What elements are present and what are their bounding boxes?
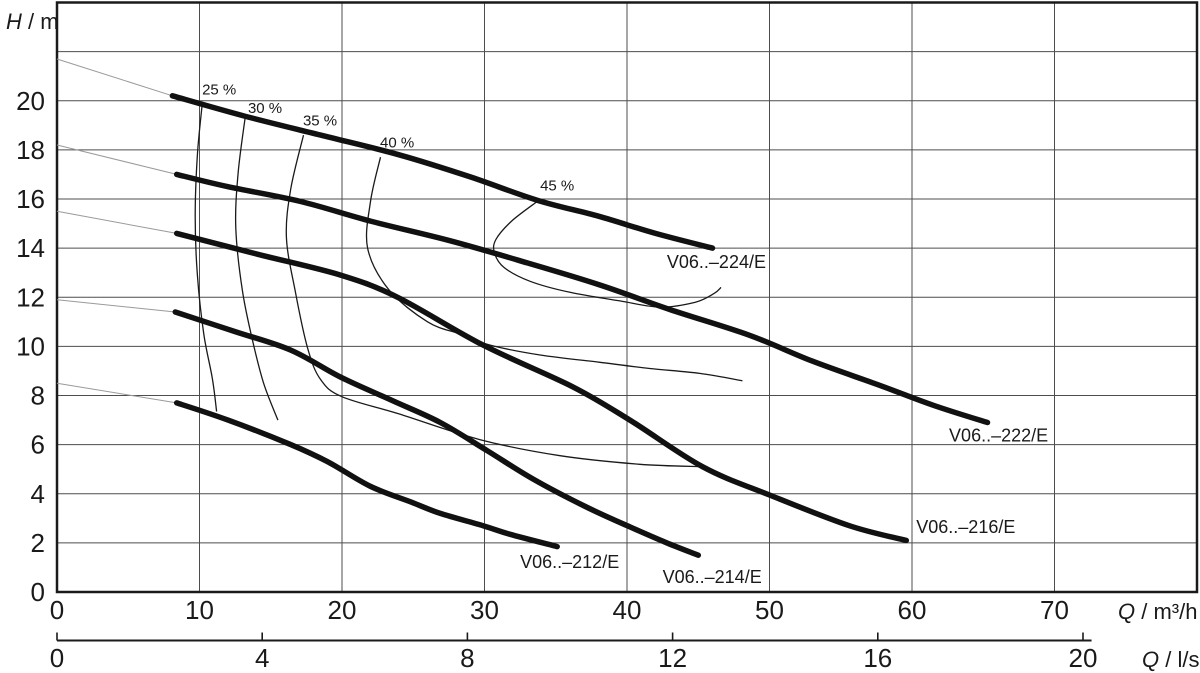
efficiency-label-40: 40 %: [380, 134, 414, 151]
pump-curve-212: [173, 400, 560, 550]
x-axis2-tick-label: 16: [863, 643, 892, 673]
pump-curve-label-222: V06..–222/E: [949, 426, 1048, 446]
y-axis-tick-label: 18: [16, 135, 45, 165]
y-axis-tick-label: 16: [16, 184, 45, 214]
pump-curve-extension-216: [56, 210, 177, 234]
y-axis-tick-label: 0: [31, 577, 45, 607]
pump-curve-216: [173, 230, 910, 544]
x-axis2-title: Q / l/s: [1142, 647, 1199, 672]
efficiency-label-30: 30 %: [248, 100, 282, 117]
efficiency-label-35: 35 %: [303, 112, 337, 129]
y-axis-tick-label: 4: [31, 479, 45, 509]
x-axis2-tick-label: 20: [1069, 643, 1098, 673]
x-axis-tick-label: 30: [470, 595, 499, 625]
x-axis-tick-label: 50: [755, 595, 784, 625]
pump-curve-label-216: V06..–216/E: [916, 517, 1015, 537]
x-axis2-tick-label: 12: [658, 643, 687, 673]
x-axis-tick-label: 40: [613, 595, 642, 625]
efficiency-contour-25: [194, 103, 218, 412]
efficiency-label-45: 45 %: [540, 177, 574, 194]
pump-curve-224: [169, 93, 716, 251]
secondary-x-axis: 0 4 8 12 16 20: [50, 632, 1098, 673]
plot-border: [55, 1, 1199, 594]
y-axis-tick-label: 14: [16, 233, 45, 263]
pump-curve-extension-212: [56, 382, 177, 404]
y-axis-tick-label: 8: [31, 381, 45, 411]
pump-curve-222: [173, 171, 991, 426]
efficiency-contours: [194, 103, 743, 468]
y-axis-tick-label: 2: [31, 528, 45, 558]
x-axis-title: Q / m³/h: [1118, 599, 1197, 624]
x-axis-tick-label: 70: [1040, 595, 1069, 625]
pump-curve-extension-222: [56, 144, 177, 175]
pump-curve-label-224: V06..–224/E: [667, 252, 766, 272]
pump-curves: [56, 58, 991, 558]
efficiency-label-25: 25 %: [202, 82, 236, 99]
x-axis-tick-label: 20: [328, 595, 357, 625]
efficiency-contour-35: [285, 134, 703, 468]
pump-curve-extension-224: [56, 58, 173, 97]
pump-curve-extension-214: [56, 299, 176, 313]
x-axis2-tick-label: 4: [255, 643, 269, 673]
efficiency-contour-30: [234, 117, 279, 421]
y-axis-title: H / m: [6, 9, 59, 34]
y-axis-tick-label: 20: [16, 86, 45, 116]
x-axis2-tick-label: 0: [50, 643, 64, 673]
pump-curve-label-212: V06..–212/E: [520, 552, 619, 572]
x-axis2-tick-label: 8: [460, 643, 474, 673]
pump-curve-214: [172, 309, 702, 558]
x-axis-tick-label: 60: [898, 595, 927, 625]
y-axis-tick-label: 10: [16, 331, 45, 361]
y-axis-tick-label: 12: [16, 282, 45, 312]
x-axis-tick-label: 0: [50, 595, 64, 625]
efficiency-contour-45: [492, 200, 722, 308]
y-axis-tick-label: 6: [31, 430, 45, 460]
x-axis-tick-label: 10: [185, 595, 214, 625]
pump-curve-label-214: V06..–214/E: [663, 567, 762, 587]
